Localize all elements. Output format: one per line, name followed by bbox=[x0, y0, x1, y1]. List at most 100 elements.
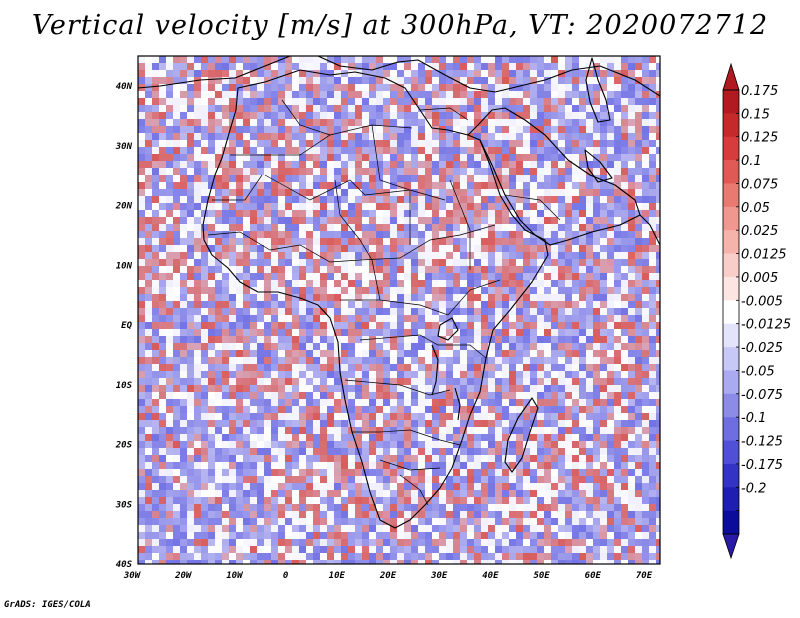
field-cell bbox=[425, 413, 432, 420]
field-cell bbox=[516, 497, 523, 504]
field-cell bbox=[138, 371, 145, 378]
field-cell bbox=[558, 434, 565, 441]
field-cell bbox=[236, 112, 243, 119]
field-cell bbox=[145, 504, 152, 511]
field-cell bbox=[187, 245, 194, 252]
field-cell bbox=[229, 322, 236, 329]
field-cell bbox=[215, 343, 222, 350]
field-cell bbox=[460, 308, 467, 315]
field-cell bbox=[236, 168, 243, 175]
field-cell bbox=[166, 448, 173, 455]
field-cell bbox=[614, 462, 621, 469]
field-cell bbox=[439, 434, 446, 441]
field-cell bbox=[649, 420, 656, 427]
field-cell bbox=[243, 161, 250, 168]
field-cell bbox=[488, 133, 495, 140]
field-cell bbox=[495, 462, 502, 469]
field-cell bbox=[152, 84, 159, 91]
field-cell bbox=[558, 119, 565, 126]
field-cell bbox=[313, 413, 320, 420]
field-cell bbox=[180, 413, 187, 420]
field-cell bbox=[649, 112, 656, 119]
field-cell bbox=[236, 56, 243, 63]
field-cell bbox=[166, 399, 173, 406]
field-cell bbox=[257, 406, 264, 413]
field-cell bbox=[278, 259, 285, 266]
field-cell bbox=[446, 287, 453, 294]
field-cell bbox=[222, 126, 229, 133]
field-cell bbox=[390, 210, 397, 217]
field-cell bbox=[621, 224, 628, 231]
field-cell bbox=[656, 483, 660, 490]
field-cell bbox=[390, 154, 397, 161]
field-cell bbox=[495, 266, 502, 273]
field-cell bbox=[558, 210, 565, 217]
field-cell bbox=[537, 462, 544, 469]
field-cell bbox=[488, 434, 495, 441]
field-cell bbox=[271, 168, 278, 175]
field-cell bbox=[432, 196, 439, 203]
field-cell bbox=[628, 259, 635, 266]
field-cell bbox=[474, 413, 481, 420]
field-cell bbox=[502, 217, 509, 224]
field-cell bbox=[600, 259, 607, 266]
field-cell bbox=[502, 133, 509, 140]
field-cell bbox=[299, 112, 306, 119]
field-cell bbox=[467, 476, 474, 483]
field-cell bbox=[376, 364, 383, 371]
field-cell bbox=[432, 371, 439, 378]
field-cell bbox=[418, 413, 425, 420]
field-cell bbox=[236, 77, 243, 84]
field-cell bbox=[453, 301, 460, 308]
field-cell bbox=[313, 483, 320, 490]
field-cell bbox=[138, 315, 145, 322]
field-cell bbox=[593, 336, 600, 343]
field-cell bbox=[460, 203, 467, 210]
field-cell bbox=[292, 182, 299, 189]
field-cell bbox=[383, 77, 390, 84]
field-cell bbox=[320, 217, 327, 224]
field-cell bbox=[460, 350, 467, 357]
field-cell bbox=[481, 490, 488, 497]
field-cell bbox=[635, 175, 642, 182]
field-cell bbox=[334, 77, 341, 84]
field-cell bbox=[292, 483, 299, 490]
field-cell bbox=[600, 140, 607, 147]
field-cell bbox=[418, 448, 425, 455]
field-cell bbox=[229, 154, 236, 161]
field-cell bbox=[656, 196, 660, 203]
field-cell bbox=[320, 210, 327, 217]
field-cell bbox=[271, 329, 278, 336]
field-cell bbox=[166, 224, 173, 231]
field-cell bbox=[138, 231, 145, 238]
field-cell bbox=[614, 364, 621, 371]
field-cell bbox=[481, 168, 488, 175]
field-cell bbox=[208, 238, 215, 245]
field-cell bbox=[544, 357, 551, 364]
field-cell bbox=[376, 518, 383, 525]
field-cell bbox=[327, 399, 334, 406]
field-cell bbox=[306, 427, 313, 434]
field-cell bbox=[614, 126, 621, 133]
field-cell bbox=[243, 378, 250, 385]
field-cell bbox=[313, 336, 320, 343]
field-cell bbox=[208, 490, 215, 497]
field-cell bbox=[404, 238, 411, 245]
field-cell bbox=[509, 469, 516, 476]
field-cell bbox=[614, 280, 621, 287]
field-cell bbox=[558, 77, 565, 84]
field-cell bbox=[488, 427, 495, 434]
field-cell bbox=[397, 259, 404, 266]
field-cell bbox=[159, 203, 166, 210]
field-cell bbox=[292, 511, 299, 518]
field-cell bbox=[292, 175, 299, 182]
field-cell bbox=[502, 413, 509, 420]
field-cell bbox=[376, 469, 383, 476]
field-cell bbox=[432, 469, 439, 476]
field-cell bbox=[362, 140, 369, 147]
field-cell bbox=[481, 469, 488, 476]
field-cell bbox=[600, 350, 607, 357]
field-cell bbox=[236, 294, 243, 301]
field-cell bbox=[334, 273, 341, 280]
field-cell bbox=[152, 511, 159, 518]
